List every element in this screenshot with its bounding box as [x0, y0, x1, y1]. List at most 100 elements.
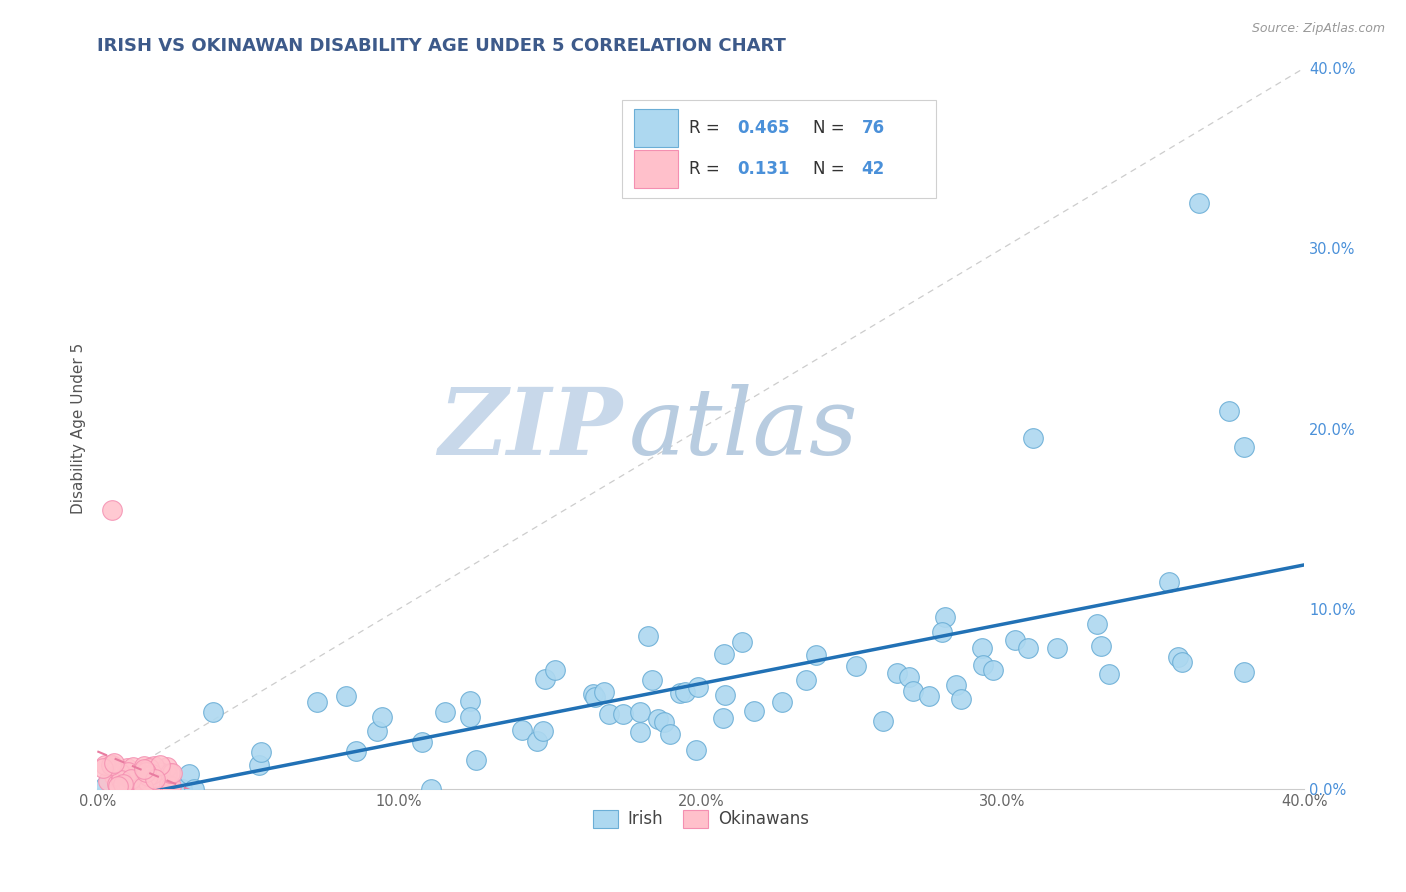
- Point: [136, 769, 159, 783]
- Point: [544, 664, 567, 678]
- Point: [170, 782, 193, 797]
- Point: [652, 715, 675, 730]
- Point: [250, 745, 273, 759]
- Point: [94, 758, 117, 772]
- Point: [183, 782, 205, 797]
- Point: [1085, 617, 1108, 632]
- Point: [201, 706, 224, 720]
- Point: [419, 782, 441, 797]
- Point: [641, 673, 664, 688]
- Point: [132, 762, 155, 776]
- Point: [160, 779, 183, 793]
- Point: [845, 658, 868, 673]
- Point: [142, 778, 165, 792]
- Point: [526, 734, 548, 748]
- Point: [94, 780, 117, 794]
- Point: [685, 743, 707, 757]
- Text: Source: ZipAtlas.com: Source: ZipAtlas.com: [1251, 22, 1385, 36]
- Point: [110, 772, 132, 787]
- Point: [132, 764, 155, 778]
- Point: [149, 757, 172, 772]
- Point: [145, 772, 167, 786]
- Text: 42: 42: [862, 160, 884, 178]
- Text: N =: N =: [813, 119, 851, 136]
- Point: [531, 724, 554, 739]
- Point: [886, 666, 908, 681]
- Text: 76: 76: [862, 119, 884, 136]
- Text: IRISH VS OKINAWAN DISABILITY AGE UNDER 5 CORRELATION CHART: IRISH VS OKINAWAN DISABILITY AGE UNDER 5…: [97, 37, 786, 55]
- Point: [534, 672, 557, 686]
- Point: [101, 757, 124, 772]
- Point: [107, 779, 129, 793]
- Point: [1098, 666, 1121, 681]
- Point: [136, 773, 159, 788]
- FancyBboxPatch shape: [634, 109, 678, 146]
- Point: [138, 761, 160, 775]
- Point: [117, 764, 139, 779]
- Point: [637, 629, 659, 643]
- Point: [117, 778, 139, 792]
- Point: [772, 695, 794, 709]
- Point: [582, 687, 605, 701]
- Point: [1045, 641, 1067, 656]
- Point: [115, 769, 138, 783]
- Point: [934, 609, 956, 624]
- Point: [658, 727, 681, 741]
- Point: [647, 712, 669, 726]
- Point: [714, 688, 737, 702]
- Point: [628, 705, 651, 719]
- FancyBboxPatch shape: [634, 150, 678, 187]
- Point: [1170, 655, 1192, 669]
- Point: [731, 635, 754, 649]
- Point: [91, 761, 114, 775]
- Point: [668, 686, 690, 700]
- Point: [583, 690, 606, 705]
- Point: [981, 663, 1004, 677]
- Point: [143, 759, 166, 773]
- Point: [972, 641, 994, 656]
- Point: [972, 657, 994, 672]
- Point: [1188, 196, 1211, 211]
- Point: [1233, 665, 1256, 679]
- Point: [177, 766, 200, 780]
- Point: [434, 705, 457, 719]
- Point: [247, 757, 270, 772]
- Point: [104, 763, 127, 777]
- Point: [105, 777, 128, 791]
- Point: [872, 714, 894, 728]
- Point: [335, 690, 357, 704]
- FancyBboxPatch shape: [623, 101, 936, 198]
- Point: [1004, 632, 1026, 647]
- Point: [458, 694, 481, 708]
- Text: N =: N =: [813, 160, 851, 178]
- Point: [371, 710, 394, 724]
- Point: [897, 670, 920, 684]
- Point: [103, 769, 125, 783]
- Point: [1233, 440, 1256, 454]
- Text: 0.131: 0.131: [737, 160, 790, 178]
- Text: 0.465: 0.465: [737, 119, 790, 136]
- Point: [156, 760, 179, 774]
- Point: [598, 706, 620, 721]
- Y-axis label: Disability Age Under 5: Disability Age Under 5: [72, 343, 86, 514]
- Point: [1090, 639, 1112, 653]
- Point: [458, 710, 481, 724]
- Point: [155, 782, 177, 797]
- Point: [159, 766, 181, 780]
- Point: [742, 704, 765, 718]
- Point: [346, 744, 368, 758]
- Point: [1157, 574, 1180, 589]
- Point: [156, 767, 179, 781]
- Point: [132, 759, 155, 773]
- Legend: Irish, Okinawans: Irish, Okinawans: [586, 803, 815, 835]
- Point: [411, 735, 433, 749]
- Point: [794, 673, 817, 688]
- Point: [141, 766, 163, 780]
- Point: [307, 695, 329, 709]
- Point: [103, 756, 125, 770]
- Point: [157, 778, 180, 792]
- Point: [110, 765, 132, 780]
- Point: [673, 685, 696, 699]
- Point: [945, 678, 967, 692]
- Point: [1017, 640, 1039, 655]
